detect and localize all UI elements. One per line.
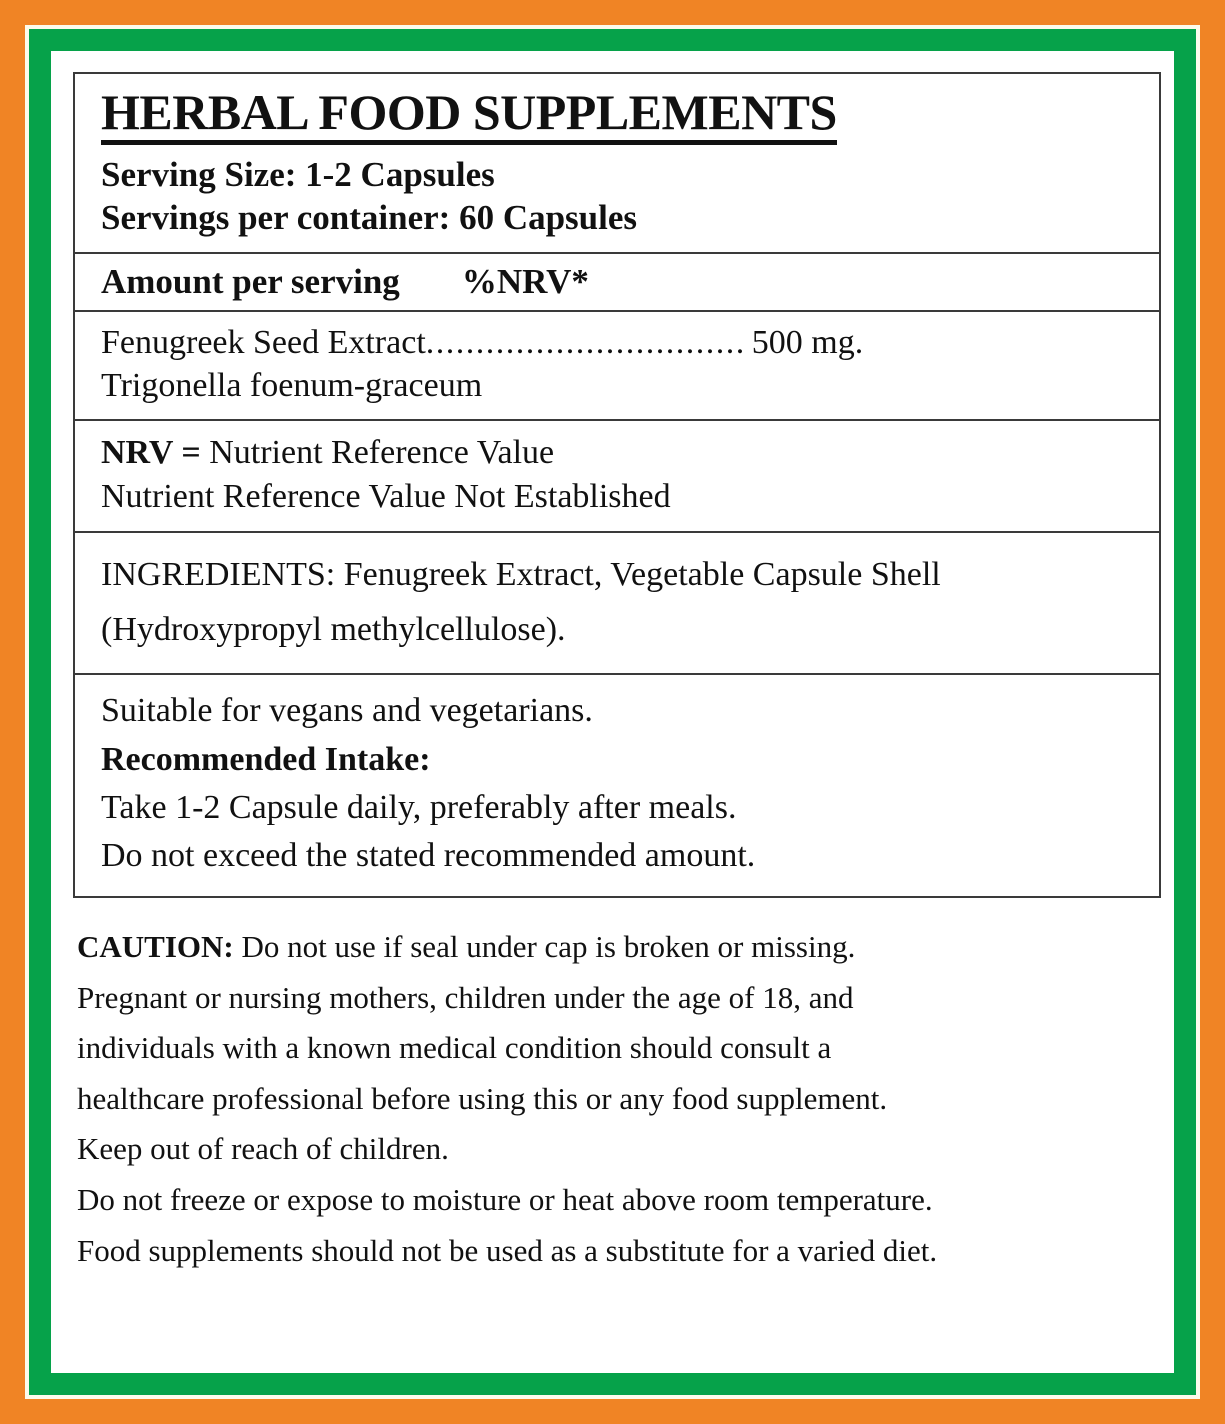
caution-line-5: Keep out of reach of children. [77,1131,449,1167]
nrv-not-established-note: Nutrient Reference Value Not Established [101,478,671,515]
serving-size-text: Serving Size: 1-2 Capsules [101,155,495,194]
caution-line-2: Pregnant or nursing mothers, children un… [77,979,854,1015]
label-content-area: HERBAL FOOD SUPPLEMENTS Serving Size: 1-… [51,51,1174,1373]
ingredient-amount-line: Fenugreek Seed Extract..................… [101,321,1133,365]
ingredient-latin-name: Trigonella foenum-graceum [101,367,483,405]
amount-per-serving-header-row: Amount per serving %NRV* [75,254,1159,312]
caution-line-6: Do not freeze or expose to moisture or h… [77,1181,933,1217]
nrv-key: NRV = [101,433,201,471]
caution-line-7: Food supplements should not be used as a… [77,1232,938,1268]
amount-per-serving-label: Amount per serving [101,261,400,301]
ingredient-name: Fenugreek Seed Extract [101,323,426,361]
nrv-definition-line: NRV = Nutrient Reference Value [101,431,1133,475]
percent-nrv-label: %NRV* [461,261,589,301]
dot-leader: ................................ [425,323,746,361]
caution-line-3: individuals with a known medical conditi… [77,1030,832,1066]
supplement-facts-box: HERBAL FOOD SUPPLEMENTS Serving Size: 1-… [73,72,1161,899]
caution-first-line: CAUTION: Do not use if seal under cap is… [77,922,1172,973]
page-title: HERBAL FOOD SUPPLEMENTS [101,86,837,145]
cream-gap-border: HERBAL FOOD SUPPLEMENTS Serving Size: 1-… [25,25,1200,1399]
recommended-intake-heading: Recommended Intake: [101,740,431,778]
caution-heading: CAUTION: [77,929,234,965]
inner-green-border: HERBAL FOOD SUPPLEMENTS Serving Size: 1-… [29,29,1196,1395]
nrv-explanation-row: NRV = Nutrient Reference Value Nutrient … [75,421,1159,534]
ingredients-text: INGREDIENTS: Fenugreek Extract, Vegetabl… [101,556,941,649]
title-and-serving-row: HERBAL FOOD SUPPLEMENTS Serving Size: 1-… [75,74,1159,254]
caution-block: CAUTION: Do not use if seal under cap is… [73,922,1176,1276]
nrv-definition: Nutrient Reference Value [209,433,555,471]
caution-line-1: Do not use if seal under cap is broken o… [241,929,856,965]
caution-line-4: healthcare professional before using thi… [77,1080,888,1116]
suitable-for-vegans-text: Suitable for vegans and vegetarians. [101,692,593,730]
intake-instruction-line-2: Do not exceed the stated recommended amo… [101,837,756,875]
active-ingredient-row: Fenugreek Seed Extract..................… [75,312,1159,421]
recommended-intake-row: Suitable for vegans and vegetarians. Rec… [75,675,1159,896]
ingredients-list-row: INGREDIENTS: Fenugreek Extract, Vegetabl… [75,533,1159,676]
intake-instruction-line-1: Take 1-2 Capsule daily, preferably after… [101,788,737,826]
servings-per-container-text: Servings per container: 60 Capsules [101,198,638,238]
ingredient-amount: 500 mg. [751,323,864,361]
